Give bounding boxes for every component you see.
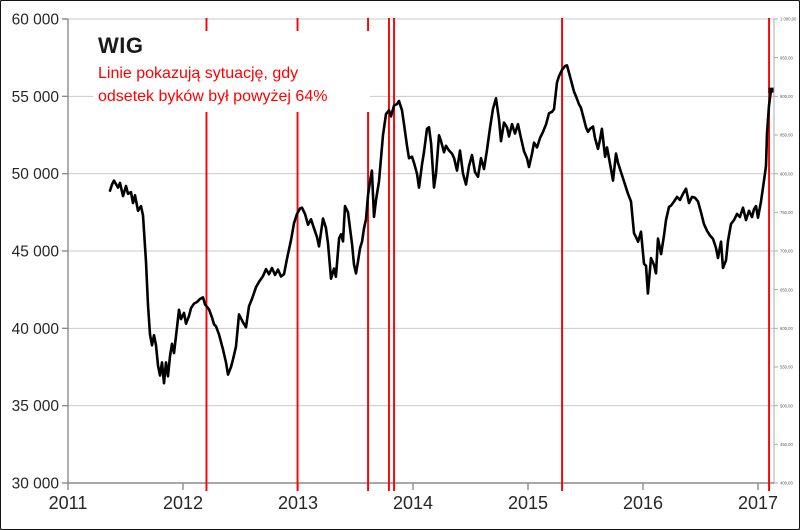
right-axis-label: 800,00 xyxy=(780,171,793,176)
right-axis-label: 850,00 xyxy=(780,133,793,138)
series-end-marker xyxy=(768,87,774,93)
right-axis-label: 700,00 xyxy=(780,249,793,254)
y-axis-label: 55 000 xyxy=(12,89,60,106)
x-axis-label: 2012 xyxy=(163,493,203,513)
right-axis-label: 950,00 xyxy=(780,55,793,60)
right-axis-label: 750,00 xyxy=(780,210,793,215)
x-axis-label: 2013 xyxy=(278,493,318,513)
wig-series-line xyxy=(108,64,773,385)
right-axis-label: 550,00 xyxy=(780,365,793,370)
y-axis-label: 35 000 xyxy=(12,398,60,415)
right-axis-label: 450,00 xyxy=(780,442,793,447)
y-axis-label: 30 000 xyxy=(12,476,60,493)
right-axis-label: 500,00 xyxy=(780,403,793,408)
y-axis-label: 50 000 xyxy=(12,166,60,183)
right-axis-label: 900,00 xyxy=(780,94,793,99)
annotation-line-2: odsetek byków był powyżej 64% xyxy=(98,88,328,105)
chart-title: WIG xyxy=(98,33,144,58)
y-axis-label: 40 000 xyxy=(12,321,60,338)
y-axis-label: 60 000 xyxy=(12,12,60,29)
x-axis-label: 2015 xyxy=(508,493,548,513)
x-axis-label: 2014 xyxy=(393,493,433,513)
x-axis-label: 2016 xyxy=(623,493,663,513)
y-axis-label: 45 000 xyxy=(12,244,60,261)
chart-annotation-box: WIG Linie pokazują sytuację, gdy odsetek… xyxy=(93,31,370,112)
right-axis-label: 600,00 xyxy=(780,326,793,331)
annotation-line-1: Linie pokazują sytuację, gdy xyxy=(98,65,299,82)
right-axis-label: 650,00 xyxy=(780,287,793,292)
right-axis-label: 1 000,00 xyxy=(780,17,797,22)
x-axis-label: 2011 xyxy=(49,493,88,513)
right-axis-label: 400,00 xyxy=(780,481,793,486)
x-axis-label: 2017 xyxy=(738,493,778,513)
